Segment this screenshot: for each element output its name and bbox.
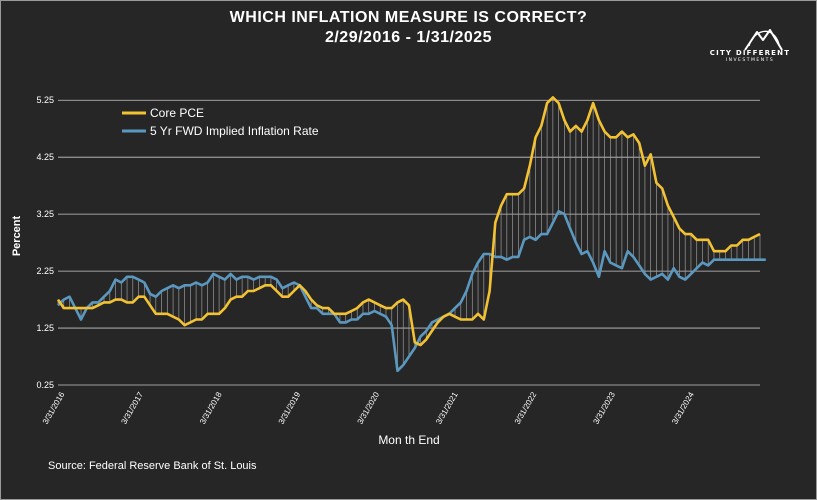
y-tick-label: 0.25 [36,380,54,390]
x-tick-label: 3/31/2022 [513,390,539,426]
x-axis-title: Mon th End [378,433,439,447]
mountain-peaks-icon [744,29,783,51]
y-tick-label: 1.25 [36,323,54,333]
y-tick-labels: 0.25 1.25 2.25 3.25 4.25 5.25 [36,95,54,390]
y-tick-label: 4.25 [36,152,54,162]
x-tick-label: 3/31/2018 [198,390,224,426]
y-tick-label: 5.25 [36,95,54,105]
y-axis-title: Percent [11,215,23,256]
x-tick-label: 3/31/2020 [356,390,382,426]
legend-label: Core PCE [150,106,204,120]
legend-label: 5 Yr FWD Implied Inflation Rate [150,124,319,138]
chart-title: WHICH INFLATION MEASURE IS CORRECT? [229,9,588,26]
x-tick-label: 3/31/2016 [41,390,67,426]
series-lines [56,96,766,373]
legend: Core PCE 5 Yr FWD Implied Inflation Rate [122,106,319,138]
fwd-inflation-line [57,210,766,373]
logo-tagline: INVESTMENTS [725,58,775,63]
y-tick-label: 2.25 [36,266,54,276]
x-tick-labels: 3/31/2016 3/31/2017 3/31/2018 3/31/2019 3/31… [41,390,696,426]
logo-name: CITY DIFFERENT [709,49,791,57]
x-tick-label: 3/31/2019 [277,390,303,426]
core-pce-line [56,96,761,347]
source-note: Source: Federal Reserve Bank of St. Loui… [48,460,257,472]
x-tick-label: 3/31/2024 [670,390,696,426]
x-tick-label: 3/31/2021 [434,390,460,426]
x-tick-label: 3/31/2017 [119,390,145,426]
y-tick-label: 3.25 [36,209,54,219]
x-tick-label: 3/31/2023 [591,390,617,426]
chart-subtitle: 2/29/2016 - 1/31/2025 [324,29,493,46]
difference-hatch-lines [57,97,761,371]
